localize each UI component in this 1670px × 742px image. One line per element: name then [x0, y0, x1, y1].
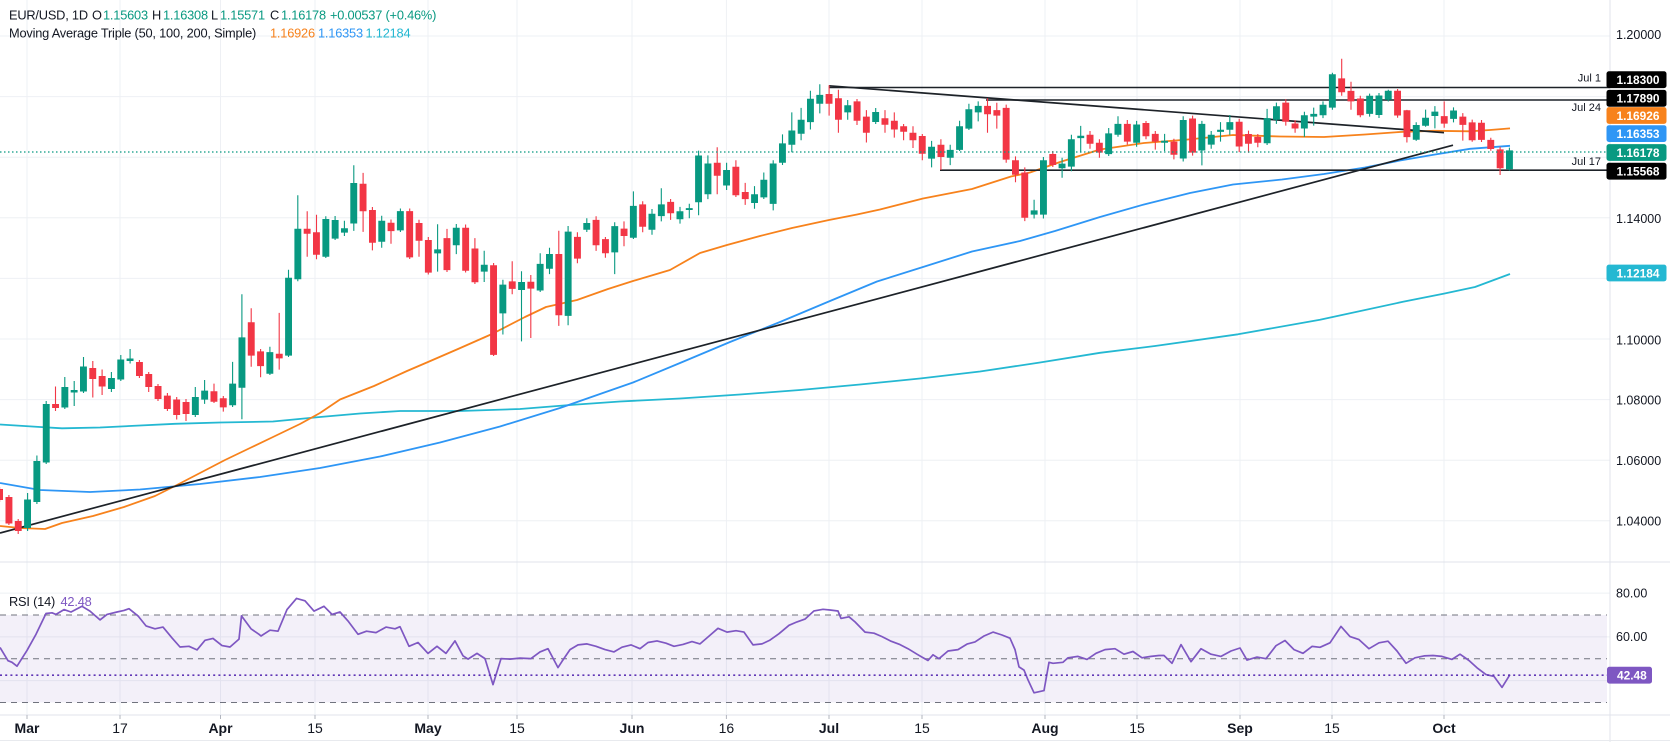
svg-text:Jul 24: Jul 24: [1572, 102, 1601, 114]
svg-text:1.16926: 1.16926: [1617, 109, 1660, 123]
svg-text:1.06000: 1.06000: [1616, 454, 1661, 468]
svg-text:1.16178: 1.16178: [1617, 146, 1660, 160]
svg-text:1.16178: 1.16178: [281, 8, 326, 23]
svg-text:80.00: 80.00: [1616, 586, 1647, 600]
svg-text:H: H: [152, 8, 161, 23]
svg-text:Apr: Apr: [208, 720, 233, 736]
svg-text:Jul 17: Jul 17: [1572, 156, 1601, 168]
svg-text:1.04000: 1.04000: [1616, 514, 1661, 528]
svg-text:Moving Average Triple (50, 100: Moving Average Triple (50, 100, 200, Sim…: [9, 26, 256, 41]
svg-text:1.12184: 1.12184: [366, 26, 411, 41]
svg-text:1.16926: 1.16926: [270, 26, 315, 41]
svg-text:1.16308: 1.16308: [163, 8, 208, 23]
svg-text:15: 15: [914, 720, 930, 736]
svg-text:1.16353: 1.16353: [1617, 127, 1660, 141]
svg-text:O: O: [92, 8, 102, 23]
svg-text:Mar: Mar: [15, 720, 40, 736]
svg-text:Jul 1: Jul 1: [1578, 72, 1601, 84]
svg-text:Oct: Oct: [1432, 720, 1456, 736]
svg-text:Jun: Jun: [620, 720, 645, 736]
svg-text:Aug: Aug: [1031, 720, 1058, 736]
svg-text:17: 17: [112, 720, 128, 736]
svg-text:Sep: Sep: [1227, 720, 1253, 736]
svg-text:16: 16: [719, 720, 735, 736]
svg-text:42.48: 42.48: [61, 594, 92, 609]
svg-text:1.08000: 1.08000: [1616, 393, 1661, 407]
svg-text:C: C: [270, 8, 279, 23]
svg-text:15: 15: [509, 720, 525, 736]
svg-text:1.20000: 1.20000: [1616, 28, 1661, 42]
svg-text:1.18300: 1.18300: [1617, 73, 1660, 87]
svg-text:15: 15: [307, 720, 323, 736]
svg-text:15: 15: [1129, 720, 1145, 736]
svg-text:1.17890: 1.17890: [1617, 92, 1660, 106]
svg-text:60.00: 60.00: [1616, 630, 1647, 644]
svg-text:L: L: [211, 8, 218, 23]
svg-text:1.14000: 1.14000: [1616, 212, 1661, 226]
svg-text:1.15603: 1.15603: [103, 8, 148, 23]
svg-text:+0.00537 (+0.46%): +0.00537 (+0.46%): [330, 8, 436, 23]
svg-text:1.15568: 1.15568: [1617, 165, 1660, 179]
svg-text:42.48: 42.48: [1617, 669, 1647, 683]
svg-text:EUR/USD, 1D: EUR/USD, 1D: [9, 8, 88, 23]
svg-text:1.15571: 1.15571: [220, 8, 265, 23]
svg-text:May: May: [414, 720, 441, 736]
svg-text:RSI (14): RSI (14): [9, 594, 55, 609]
svg-text:1.10000: 1.10000: [1616, 333, 1661, 347]
svg-text:1.16353: 1.16353: [318, 26, 363, 41]
svg-text:15: 15: [1324, 720, 1340, 736]
svg-text:1.12184: 1.12184: [1617, 266, 1660, 280]
svg-text:Jul: Jul: [819, 720, 839, 736]
